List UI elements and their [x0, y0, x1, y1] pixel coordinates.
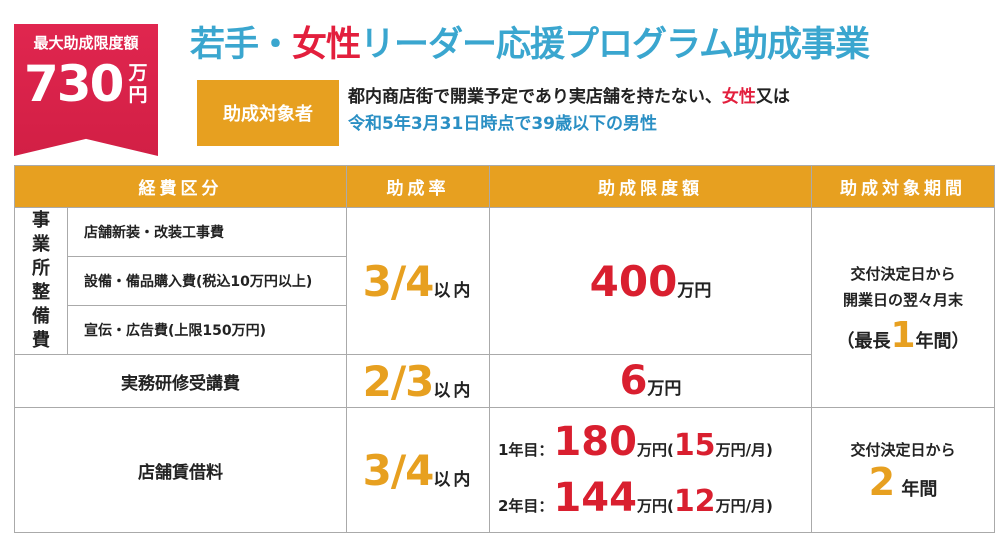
target-line-2: 令和5年3月31日時点で39歳以下の男性: [348, 114, 657, 134]
period-2-line-1: 交付決定日から: [850, 441, 956, 459]
header-period: 助成対象期間: [811, 165, 995, 208]
rent-year-1: 1年目：180万円(15万円/月): [490, 419, 811, 465]
rate-2: 2/3: [362, 356, 435, 406]
rate-cell-1: 3/4以内: [346, 207, 490, 355]
rate-2-suffix: 以内: [433, 380, 474, 401]
rate-cell-3: 3/4以内: [346, 407, 490, 533]
badge-unit: 万円: [128, 62, 148, 106]
target-label: 助成対象者: [223, 104, 313, 125]
page-title: 若手・女性リーダー応援プログラム助成事業: [190, 16, 870, 67]
target-label-box: 助成対象者: [197, 80, 339, 146]
period-1-close: 年間）: [915, 330, 970, 352]
title-part2: 女性: [292, 25, 361, 65]
title-part3: リーダー応援プログラム助成事業: [360, 25, 870, 65]
period-1: 交付決定日から 開業日の翌々月末 （最長1年間）: [812, 261, 994, 355]
header-rate: 助成率: [346, 165, 490, 208]
target-line1-c: 又は: [755, 87, 790, 107]
year-2-unit: 万円: [636, 497, 667, 515]
limit-cell-1: 400万円: [489, 207, 812, 355]
year-2-monthly-suffix: 万円/月): [715, 497, 773, 515]
year-2-amount: 144: [553, 475, 637, 521]
limit-cell-2: 6万円: [489, 354, 812, 408]
item-renovation: 店舗新装・改装工事費: [67, 207, 347, 257]
limit-2: 6: [619, 358, 648, 404]
rent-label: 店舗賃借料: [14, 407, 347, 533]
year-1-amount: 180: [553, 419, 637, 465]
table-row: 店舗賃借料 3/4以内 1年目：180万円(15万円/月) 2年目：144万円(…: [14, 407, 995, 533]
year-1-label: 1年目：: [498, 441, 554, 459]
target-description: 都内商店街で開業予定であり実店舗を持たない、女性又は 令和5年3月31日時点で3…: [348, 84, 790, 138]
rate-1: 3/4: [362, 256, 435, 306]
year-1-open: (: [666, 441, 674, 459]
target-line1-a: 都内商店街で開業予定であり実店舗を持たない、: [348, 87, 722, 107]
period-2-unit: 年間: [901, 479, 938, 500]
period-2-value: 2 年間: [812, 463, 994, 503]
table-row: 事業所整備費 店舗新装・改装工事費 3/4以内 400万円 交付決定日から 開業…: [14, 207, 995, 408]
table-row: 設備・備品購入費(税込10万円以上): [15, 256, 995, 306]
limit-2-unit: 万円: [647, 379, 682, 399]
period-cell-1: 交付決定日から 開業日の翌々月末 （最長1年間）: [811, 207, 995, 408]
table-row: 実務研修受講費 2/3以内 6万円: [14, 354, 995, 408]
year-1-monthly-suffix: 万円/月): [715, 441, 773, 459]
item-equipment: 設備・備品購入費(税込10万円以上): [67, 256, 347, 306]
year-2-monthly: 12: [673, 484, 716, 519]
limit-1-unit: 万円: [677, 280, 712, 301]
group-label-cell: 事業所整備費: [14, 207, 68, 355]
period-cell-2: 交付決定日から 2 年間: [811, 407, 995, 533]
header-expense-category: 経費区分: [14, 165, 347, 208]
badge-amount: 730: [24, 55, 124, 113]
year-2-open: (: [666, 497, 674, 515]
target-line1-b: 女性: [721, 87, 756, 107]
table-header-row: 経費区分 助成率 助成限度額 助成対象期間: [14, 165, 995, 208]
year-2-label: 2年目：: [498, 497, 554, 515]
max-amount-badge: 最大助成限度額 730 万円: [14, 24, 158, 156]
group-label: 事業所整備費: [32, 210, 50, 351]
training-label: 実務研修受講費: [14, 354, 347, 408]
table-row: 宣伝・広告費(上限150万円): [15, 305, 995, 355]
period-1-line-1: 交付決定日から: [850, 264, 956, 283]
target-line-1: 都内商店街で開業予定であり実店舗を持たない、女性又は: [348, 84, 790, 111]
rate-3: 3/4: [362, 445, 435, 495]
rate-1-suffix: 以内: [433, 280, 474, 301]
item-advertising: 宣伝・広告費(上限150万円): [67, 305, 347, 355]
title-part1: 若手・: [190, 25, 293, 65]
header-limit: 助成限度額: [489, 165, 812, 208]
period-1-open: （最長: [836, 330, 891, 352]
period-2-num: 2: [868, 460, 896, 504]
rate-cell-2: 2/3以内: [346, 354, 490, 408]
rate-3-suffix: 以内: [433, 469, 474, 490]
period-1-max: （最長1年間）: [812, 317, 994, 355]
period-1-num: 1: [890, 314, 916, 356]
badge-label: 最大助成限度額: [33, 34, 139, 52]
limit-cell-3: 1年目：180万円(15万円/月) 2年目：144万円(12万円/月): [489, 407, 812, 533]
rent-year-2: 2年目：144万円(12万円/月): [490, 475, 811, 521]
period-2: 交付決定日から 2 年間: [812, 437, 994, 503]
year-1-unit: 万円: [636, 441, 667, 459]
limit-1: 400: [589, 256, 678, 306]
period-1-line-2: 開業日の翌々月末: [842, 290, 963, 309]
year-1-monthly: 15: [673, 428, 716, 463]
subsidy-table: 経費区分 助成率 助成限度額 助成対象期間 事業所整備費 店舗新装・改装工事費 …: [14, 165, 995, 533]
